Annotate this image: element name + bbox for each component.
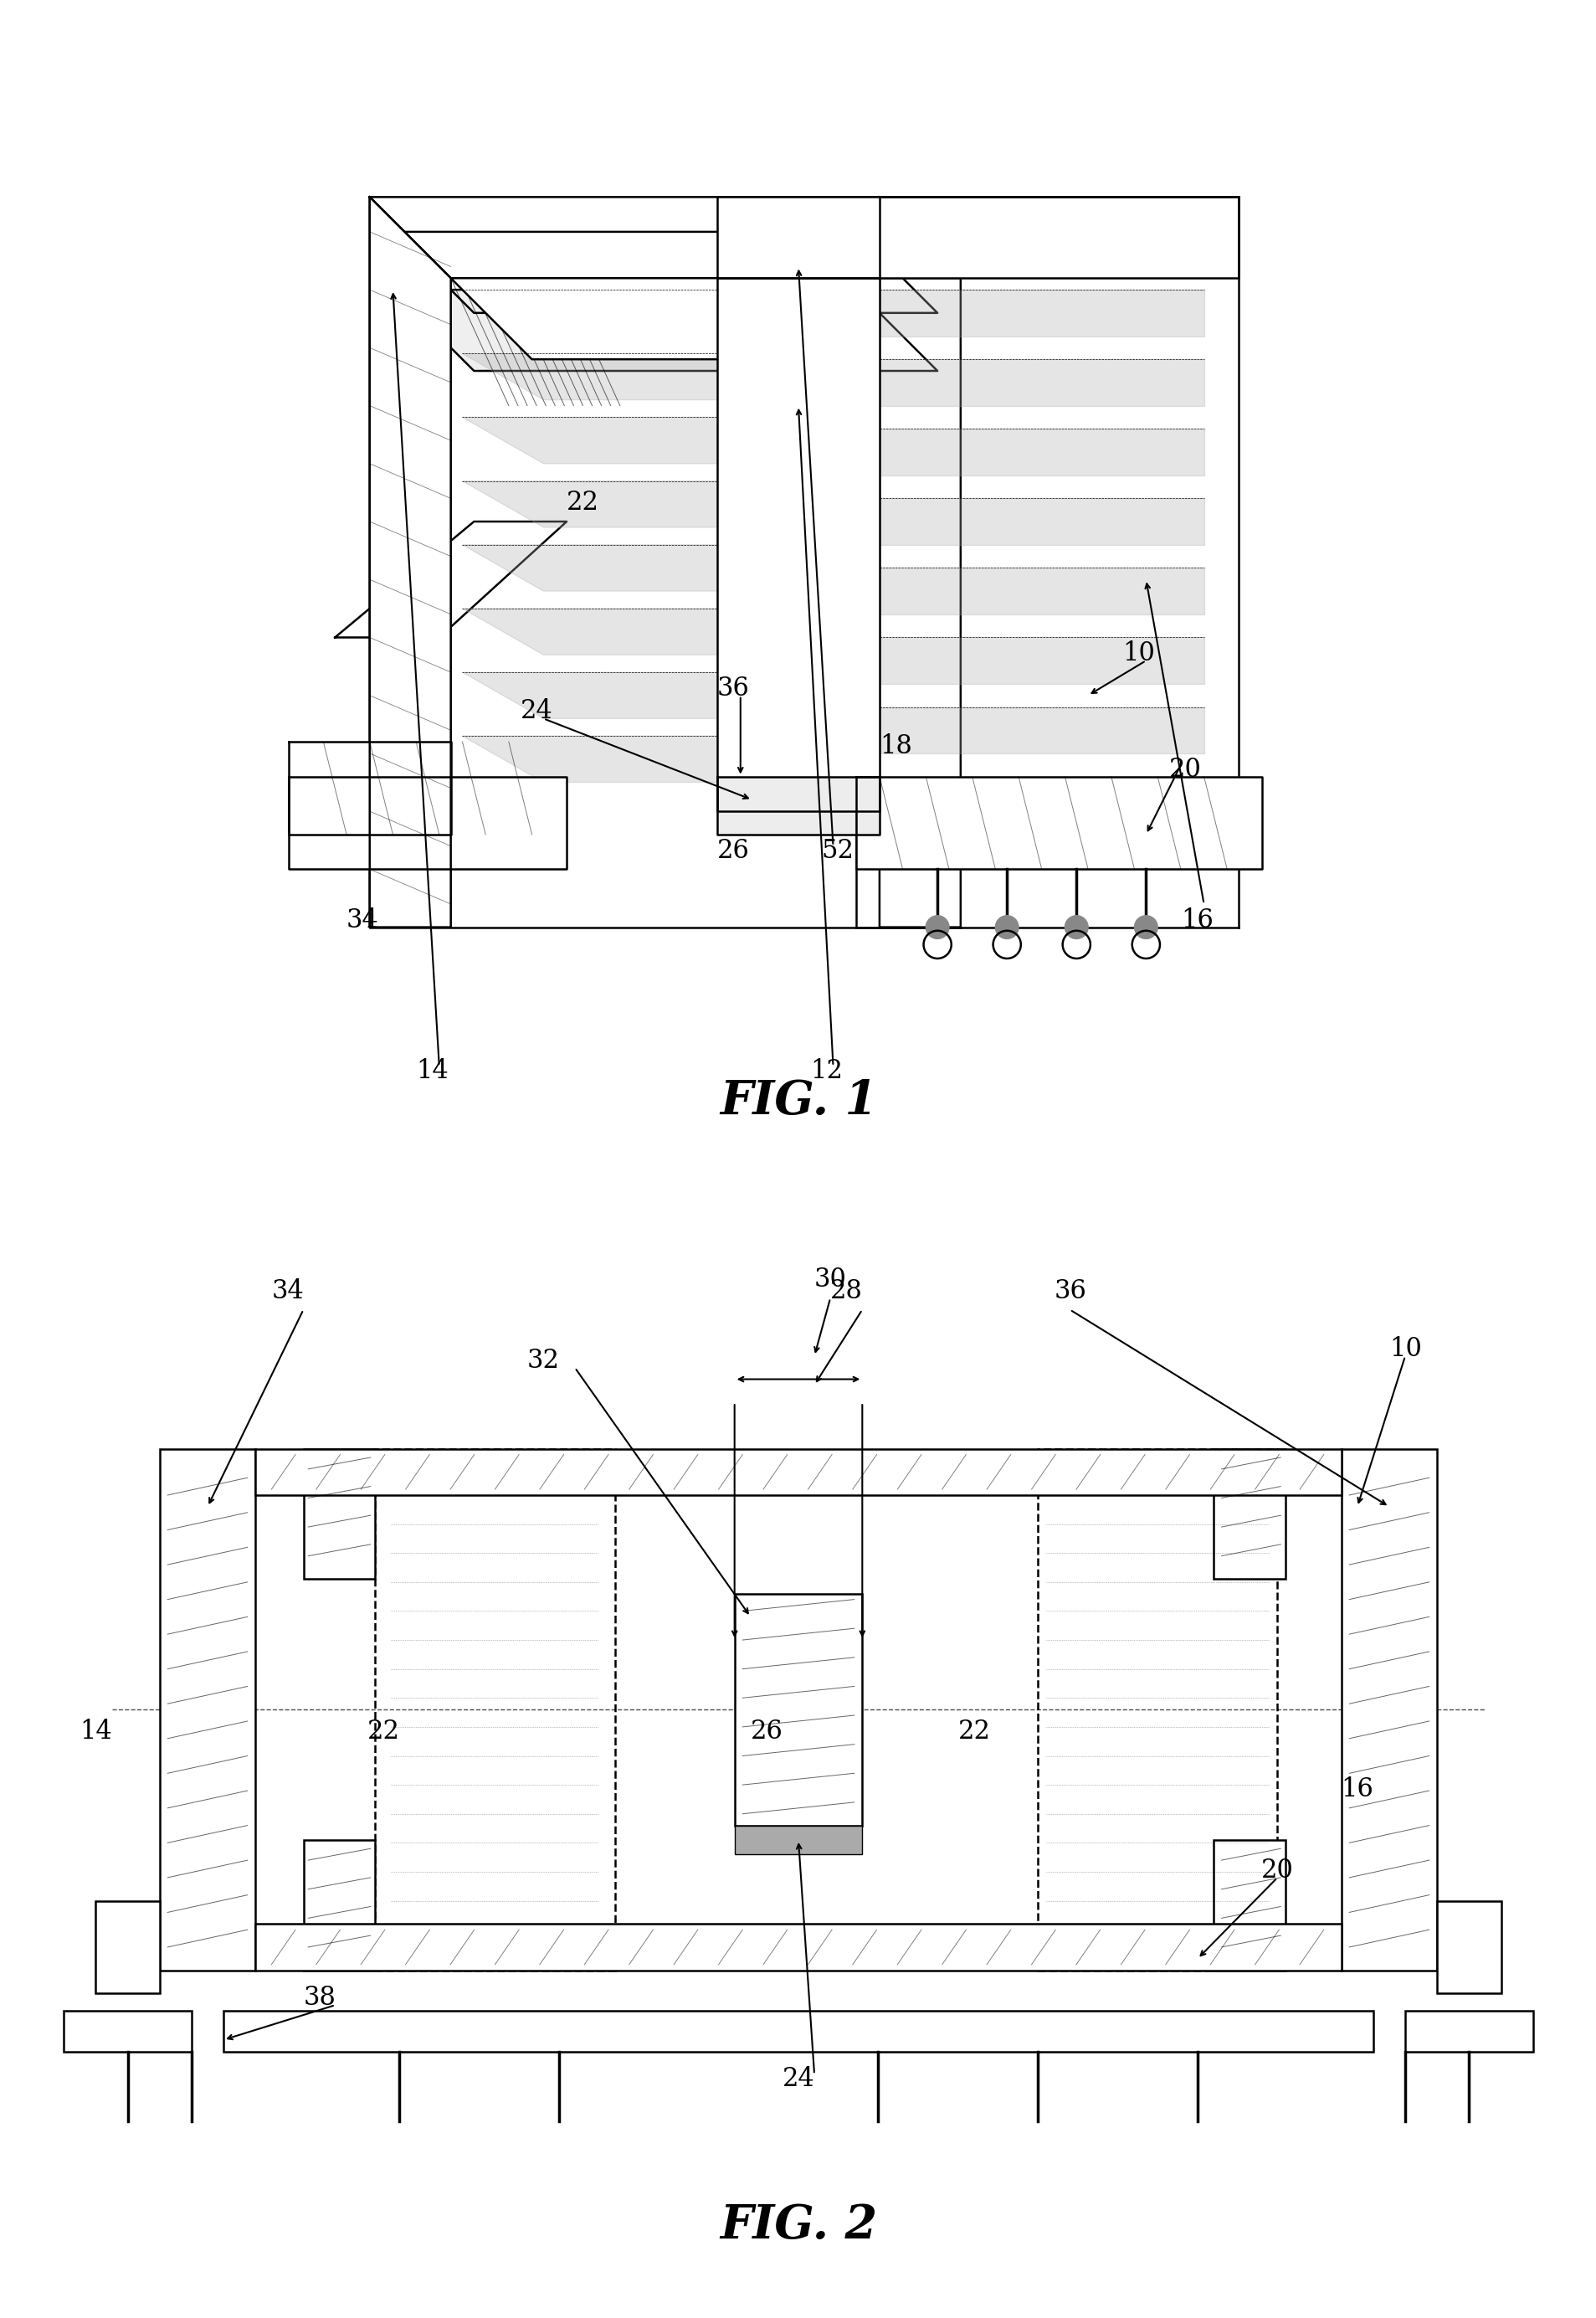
Text: 24: 24	[782, 2065, 814, 2093]
Circle shape	[922, 930, 951, 960]
Polygon shape	[393, 232, 937, 313]
Polygon shape	[463, 545, 798, 591]
Polygon shape	[855, 197, 1238, 278]
Polygon shape	[879, 637, 1203, 684]
Circle shape	[1133, 916, 1157, 939]
Text: 18: 18	[879, 732, 911, 760]
Polygon shape	[879, 290, 1203, 336]
Polygon shape	[879, 429, 1203, 475]
Polygon shape	[463, 610, 798, 654]
Circle shape	[1065, 916, 1087, 939]
Bar	[160, 1449, 255, 1970]
Text: 32: 32	[527, 1347, 559, 1375]
Bar	[1213, 1840, 1285, 1970]
Polygon shape	[717, 278, 879, 811]
Polygon shape	[879, 707, 1203, 753]
Bar	[375, 1449, 614, 1970]
Polygon shape	[289, 777, 567, 869]
Text: 36: 36	[717, 675, 750, 702]
Polygon shape	[717, 197, 879, 278]
Text: 20: 20	[1168, 756, 1202, 783]
Text: 26: 26	[750, 1718, 782, 1745]
Polygon shape	[335, 522, 567, 637]
Polygon shape	[879, 197, 961, 927]
Polygon shape	[463, 737, 798, 781]
Bar	[734, 1827, 862, 1854]
Polygon shape	[463, 417, 798, 464]
Polygon shape	[450, 278, 822, 359]
Text: 14: 14	[80, 1718, 112, 1745]
Bar	[255, 1449, 1341, 1495]
Polygon shape	[463, 290, 798, 336]
Polygon shape	[855, 197, 1238, 927]
Text: 30: 30	[814, 1266, 846, 1293]
Text: 22: 22	[958, 1718, 990, 1745]
Text: 38: 38	[303, 1984, 335, 2012]
Bar	[223, 2010, 1373, 2051]
Circle shape	[1061, 930, 1090, 960]
Polygon shape	[717, 777, 879, 834]
Polygon shape	[879, 568, 1203, 614]
Text: 22: 22	[367, 1718, 399, 1745]
Text: 14: 14	[417, 1057, 448, 1085]
Polygon shape	[289, 742, 450, 834]
Polygon shape	[463, 482, 798, 529]
Bar	[303, 1840, 375, 1970]
Text: 52: 52	[822, 837, 854, 865]
Text: 28: 28	[830, 1277, 862, 1305]
Polygon shape	[370, 197, 450, 927]
Text: 34: 34	[346, 906, 378, 934]
Circle shape	[1132, 930, 1159, 960]
Bar	[255, 1924, 1341, 1970]
Bar	[303, 1449, 375, 1579]
Polygon shape	[463, 352, 798, 399]
Bar	[1404, 2010, 1532, 2051]
Text: FIG. 2: FIG. 2	[720, 2202, 876, 2248]
Bar	[64, 2010, 192, 2051]
Text: 10: 10	[1122, 640, 1156, 668]
Bar	[734, 1595, 862, 1827]
Text: 24: 24	[520, 698, 552, 726]
Text: 16: 16	[1179, 906, 1213, 934]
Bar	[96, 1901, 160, 1993]
Polygon shape	[855, 777, 1261, 869]
Text: 26: 26	[717, 837, 750, 865]
Polygon shape	[370, 197, 961, 278]
Circle shape	[926, 916, 948, 939]
Bar	[1037, 1449, 1277, 1970]
Polygon shape	[879, 359, 1203, 406]
Text: 12: 12	[809, 1057, 843, 1085]
Text: 16: 16	[1341, 1776, 1373, 1803]
Polygon shape	[393, 290, 937, 371]
Polygon shape	[370, 197, 450, 927]
Text: 20: 20	[1261, 1857, 1293, 1885]
Polygon shape	[879, 498, 1203, 545]
Circle shape	[994, 916, 1018, 939]
Bar	[1436, 1901, 1500, 1993]
Polygon shape	[463, 672, 798, 719]
Text: 10: 10	[1389, 1335, 1420, 1363]
Bar	[1213, 1449, 1285, 1579]
Circle shape	[993, 930, 1020, 960]
Text: 22: 22	[567, 489, 598, 517]
Text: 36: 36	[1053, 1277, 1085, 1305]
Bar	[1341, 1449, 1436, 1970]
Text: FIG. 1: FIG. 1	[720, 1078, 876, 1124]
Text: 34: 34	[271, 1277, 303, 1305]
